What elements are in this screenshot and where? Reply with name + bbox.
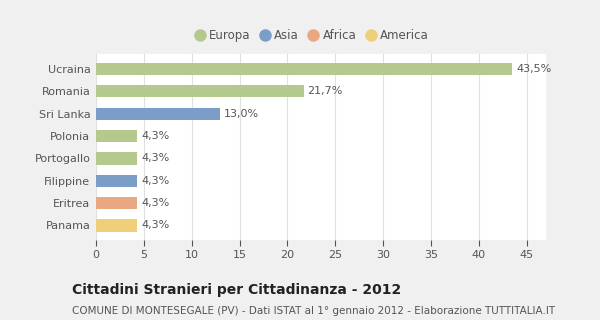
Text: Cittadini Stranieri per Cittadinanza - 2012: Cittadini Stranieri per Cittadinanza - 2… <box>72 283 401 297</box>
Bar <box>96 219 137 232</box>
Text: 4,3%: 4,3% <box>141 198 169 208</box>
Text: 21,7%: 21,7% <box>308 86 343 96</box>
Text: 4,3%: 4,3% <box>141 131 169 141</box>
Bar <box>96 175 137 187</box>
Bar <box>96 197 137 209</box>
Bar <box>96 152 137 164</box>
Text: 4,3%: 4,3% <box>141 153 169 164</box>
Bar <box>96 63 512 75</box>
Bar <box>96 108 220 120</box>
Text: 43,5%: 43,5% <box>517 64 551 74</box>
Text: 4,3%: 4,3% <box>141 220 169 230</box>
Legend: Europa, Asia, Africa, America: Europa, Asia, Africa, America <box>193 27 431 44</box>
Bar <box>96 85 304 98</box>
Bar <box>96 130 137 142</box>
Text: COMUNE DI MONTESEGALE (PV) - Dati ISTAT al 1° gennaio 2012 - Elaborazione TUTTIT: COMUNE DI MONTESEGALE (PV) - Dati ISTAT … <box>72 306 555 316</box>
Text: 4,3%: 4,3% <box>141 176 169 186</box>
Text: 13,0%: 13,0% <box>224 109 259 119</box>
